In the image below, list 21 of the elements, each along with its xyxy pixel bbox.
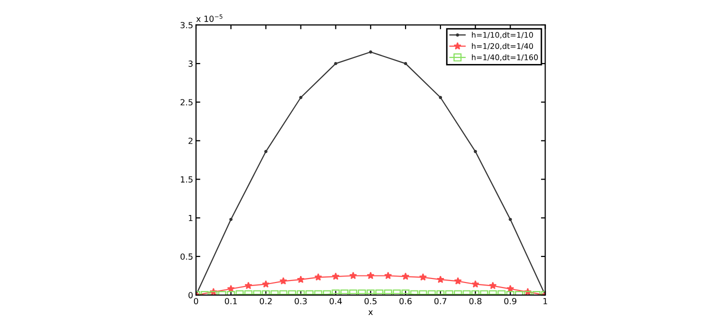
x-tick-label: 0.7 (434, 298, 446, 304)
y-tick-label: 3.5 (180, 22, 193, 28)
y-tick-label: 2 (188, 138, 192, 144)
y-tick-label: 0.5 (180, 253, 193, 260)
y-tick-label: 0 (188, 292, 193, 298)
x-tick-label: 0.1 (224, 298, 237, 304)
y-tick-label: 2.5 (180, 99, 193, 106)
x-tick-label: 0.3 (294, 298, 307, 304)
x-tick-label: 0 (194, 298, 198, 304)
x-tick-label: 0.8 (469, 298, 482, 304)
x-tick-label: 1 (543, 298, 548, 304)
y-tick-label: 1 (188, 214, 192, 222)
x-tick-label: 0.9 (504, 298, 516, 304)
x-tick-label: 0.2 (260, 298, 272, 304)
y-tick-label: 1.5 (180, 176, 193, 183)
text: x 10$^{−5}$ (196, 14, 222, 22)
x-tick-label: 0.5 (364, 298, 377, 304)
x-axis-title: x (368, 310, 373, 315)
y-tick-label: 3 (188, 60, 193, 67)
x-tick-label: 0.4 (330, 298, 342, 304)
x-tick-label: 0.6 (399, 298, 412, 304)
